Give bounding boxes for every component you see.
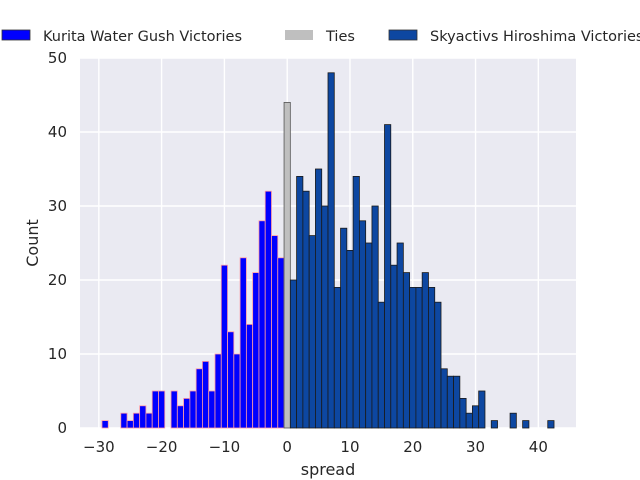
y-tick-label: 40 — [48, 123, 67, 141]
bar — [390, 264, 398, 429]
y-tick-label: 20 — [48, 271, 67, 289]
bar — [289, 279, 298, 429]
legend-label: Skyactivs Hiroshima Victories — [430, 29, 640, 45]
bar — [465, 412, 473, 429]
y-tick-labels: 0 10 20 30 40 50 — [48, 49, 67, 437]
bar — [421, 272, 429, 429]
x-tick-label: 30 — [466, 438, 485, 456]
bar — [478, 390, 486, 429]
bar — [227, 331, 235, 429]
bar — [145, 412, 153, 429]
bar — [296, 175, 304, 429]
bar — [371, 205, 379, 429]
bar — [271, 235, 279, 429]
legend-label: Ties — [325, 29, 355, 45]
bar — [158, 390, 166, 429]
bar — [352, 175, 360, 429]
bar — [428, 286, 436, 429]
bar — [402, 272, 411, 429]
bar — [132, 412, 141, 429]
x-tick-label: 40 — [529, 438, 548, 456]
bar — [522, 420, 530, 429]
bar — [120, 412, 128, 429]
bar — [315, 168, 323, 429]
bar — [453, 375, 461, 429]
bar — [346, 249, 354, 429]
legend: Kurita Water Gush Victories Ties Skyactivs… — [1, 29, 640, 45]
y-tick-label: 0 — [57, 419, 67, 437]
bar — [195, 368, 203, 429]
bar — [308, 235, 316, 429]
bar — [264, 190, 272, 429]
bar — [321, 205, 329, 429]
bar — [365, 242, 373, 429]
legend-entry: Skyactivs Hiroshima Victories — [388, 29, 640, 45]
bar — [214, 353, 222, 429]
x-tick-label: 20 — [403, 438, 422, 456]
bar — [252, 272, 260, 429]
bar — [245, 323, 254, 429]
bar — [233, 353, 241, 429]
y-tick-label: 30 — [48, 197, 67, 215]
bar — [358, 220, 367, 429]
bar — [490, 420, 498, 429]
bar — [409, 286, 417, 429]
bar — [183, 397, 191, 429]
bar — [277, 257, 285, 429]
legend-entry: Kurita Water Gush Victories — [1, 29, 242, 45]
legend-label: Kurita Water Gush Victories — [43, 29, 242, 45]
y-tick-label: 10 — [48, 345, 67, 363]
bar — [434, 301, 442, 429]
x-tick-labels: −30 −20 −10 0 10 20 30 40 — [83, 438, 548, 456]
y-tick-label: 50 — [48, 49, 67, 67]
bar — [220, 264, 228, 429]
bar — [101, 420, 109, 429]
legend-entry: Ties — [285, 29, 355, 45]
bar — [509, 412, 517, 429]
bars — [101, 72, 555, 429]
bar — [208, 390, 216, 429]
x-tick-label: 10 — [340, 438, 359, 456]
legend-swatch — [285, 30, 313, 40]
x-tick-label: −20 — [146, 438, 178, 456]
bar — [239, 257, 247, 429]
bar — [340, 227, 348, 429]
legend-swatch — [1, 29, 31, 41]
bar — [415, 286, 423, 429]
bar — [170, 390, 178, 429]
bar — [440, 368, 448, 429]
bar — [139, 405, 147, 429]
bar — [377, 301, 385, 429]
x-tick-label: 0 — [282, 438, 292, 456]
bar — [459, 397, 467, 429]
bar — [202, 360, 210, 429]
bar — [126, 420, 134, 429]
bar — [302, 190, 310, 429]
bar — [396, 242, 404, 429]
bar — [547, 420, 555, 429]
y-axis-label: Count — [23, 219, 42, 267]
bar — [258, 220, 266, 429]
legend-swatch — [388, 29, 418, 41]
bar — [151, 390, 159, 429]
x-tick-label: −10 — [209, 438, 241, 456]
x-axis-label: spread — [301, 460, 356, 479]
bar — [446, 375, 454, 429]
bar — [472, 405, 480, 429]
bar — [283, 102, 291, 429]
bar — [333, 286, 341, 429]
bar — [327, 72, 335, 429]
bar — [384, 124, 392, 429]
x-tick-label: −30 — [83, 438, 115, 456]
bar — [189, 390, 197, 429]
bar — [176, 405, 184, 429]
